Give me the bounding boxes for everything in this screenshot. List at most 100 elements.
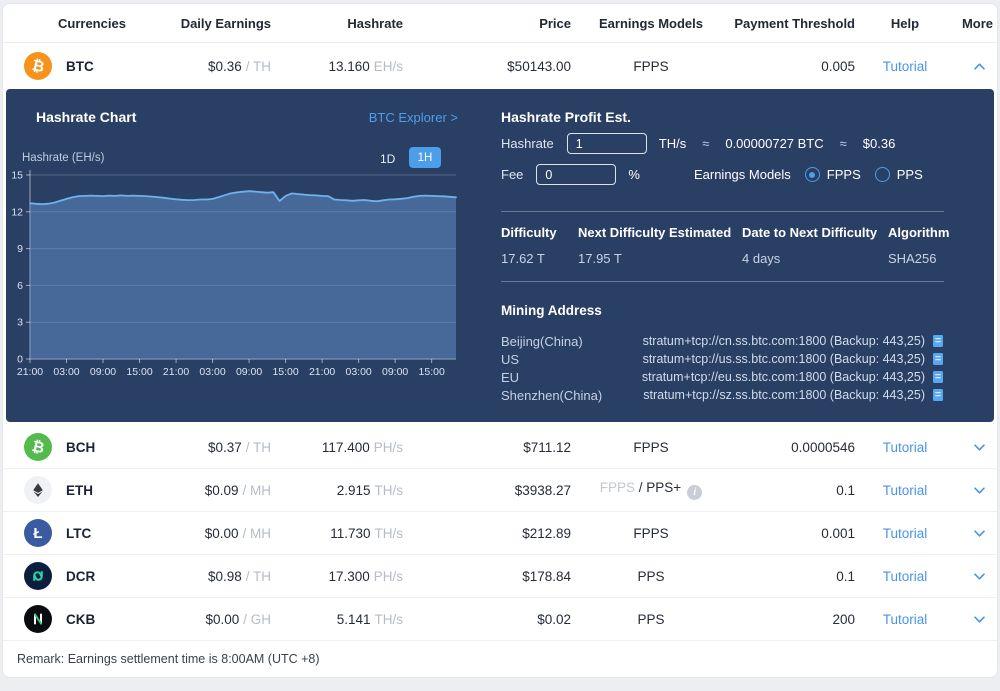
radio-fpps[interactable]: FPPS bbox=[804, 167, 861, 182]
hashrate-value: 2.915 TH/s bbox=[336, 482, 403, 498]
currency-row-bch[interactable]: ₿ BCH $0.37/ TH 117.400 PH/s $711.12 FPPS… bbox=[3, 426, 997, 469]
svg-text:9: 9 bbox=[17, 243, 23, 255]
range-1h-button[interactable]: 1H bbox=[409, 147, 441, 168]
currency-row-ckb[interactable]: CKB $0.00/ GH 5.141 TH/s $0.02 PPS 200 Tu… bbox=[3, 598, 997, 641]
region-label: Beijing(China) bbox=[501, 333, 583, 349]
col-daily-earnings: Daily Earnings bbox=[180, 15, 271, 31]
chevron-down-icon[interactable] bbox=[973, 615, 986, 624]
copy-icon[interactable] bbox=[932, 352, 944, 366]
next-difficulty-value: 17.95 T bbox=[578, 251, 622, 266]
col-help: Help bbox=[890, 15, 920, 31]
hashrate-input-label: Hashrate bbox=[501, 136, 554, 151]
profit-estimate-section: Hashrate Profit Est. Hashrate TH/s ≈ 0.0… bbox=[501, 89, 949, 422]
payment-threshold-value: 200 bbox=[832, 611, 855, 627]
table-header: Currencies Daily Earnings Hashrate Price… bbox=[3, 4, 997, 43]
mining-address-title: Mining Address bbox=[501, 303, 602, 318]
currency-symbol: ETH bbox=[66, 482, 93, 498]
divider bbox=[501, 211, 944, 212]
svg-text:09:00: 09:00 bbox=[236, 366, 262, 378]
currency-row-eth[interactable]: ETH $0.09/ MH 2.915 TH/s $3938.27 FPPS / … bbox=[3, 469, 997, 512]
fee-input[interactable] bbox=[536, 164, 617, 185]
usd-estimate-value: $0.36 bbox=[862, 136, 896, 151]
btc-estimate-value: 0.00000727 BTC bbox=[725, 136, 824, 151]
chevron-down-icon[interactable] bbox=[973, 443, 986, 452]
radio-fpps-label: FPPS bbox=[826, 167, 861, 182]
price-value: $3938.27 bbox=[514, 482, 571, 498]
currency-row-ltc[interactable]: Ł LTC $0.00/ MH 11.730 TH/s $212.89 FPPS … bbox=[3, 512, 997, 555]
daily-earnings-value: $0.00/ GH bbox=[205, 611, 271, 627]
currency-symbol: CKB bbox=[66, 611, 96, 627]
tutorial-link[interactable]: Tutorial bbox=[882, 482, 928, 498]
hashrate-value: 11.730 TH/s bbox=[330, 525, 403, 541]
currency-symbol: BTC bbox=[66, 58, 94, 74]
payment-threshold-value: 0.1 bbox=[836, 568, 855, 584]
svg-text:21:00: 21:00 bbox=[17, 366, 43, 378]
payment-threshold-value: 0.005 bbox=[821, 58, 855, 74]
decred-icon bbox=[24, 562, 52, 590]
svg-text:15:00: 15:00 bbox=[272, 366, 298, 378]
hashrate-input[interactable] bbox=[566, 133, 647, 154]
nervos-icon bbox=[24, 605, 52, 633]
payment-threshold-value: 0.001 bbox=[821, 525, 855, 541]
btc-detail-panel: Hashrate Chart BTC Explorer > Hashrate (… bbox=[6, 89, 994, 422]
currency-symbol: DCR bbox=[66, 568, 96, 584]
tutorial-link[interactable]: Tutorial bbox=[882, 611, 928, 627]
currency-symbol: LTC bbox=[66, 525, 92, 541]
chevron-up-icon[interactable] bbox=[973, 62, 986, 71]
mining-address-row: EU stratum+tcp://eu.ss.btc.com:1800 (Bac… bbox=[501, 368, 944, 386]
daily-earnings-value: $0.00/ MH bbox=[204, 525, 271, 541]
svg-text:15:00: 15:00 bbox=[419, 366, 445, 378]
earnings-model-value: FPPS bbox=[633, 525, 669, 541]
range-1d-button[interactable]: 1D bbox=[380, 152, 396, 166]
chevron-down-icon[interactable] bbox=[973, 529, 986, 538]
svg-text:03:00: 03:00 bbox=[345, 366, 371, 378]
radio-selected-icon bbox=[804, 167, 820, 182]
currency-row-btc[interactable]: ₿ BTC $0.36/ TH 13.160 EH/s $50143.00 FPP… bbox=[3, 43, 997, 89]
svg-text:09:00: 09:00 bbox=[382, 366, 408, 378]
svg-text:03:00: 03:00 bbox=[199, 366, 225, 378]
tutorial-link[interactable]: Tutorial bbox=[882, 568, 928, 584]
profit-fee-row: Fee % Earnings Models FPPS PPS bbox=[501, 164, 923, 185]
difficulty-value: 17.62 T bbox=[501, 251, 545, 266]
btc-explorer-link[interactable]: BTC Explorer > bbox=[368, 110, 458, 125]
currency-row-dcr[interactable]: DCR $0.98/ TH 17.300 PH/s $178.84 PPS 0.1… bbox=[3, 555, 997, 598]
svg-text:21:00: 21:00 bbox=[163, 366, 189, 378]
daily-earnings-value: $0.98/ TH bbox=[207, 568, 271, 584]
radio-pps-label: PPS bbox=[896, 167, 923, 182]
mining-address-row: Shenzhen(China) stratum+tcp://sz.ss.btc.… bbox=[501, 386, 944, 404]
chevron-down-icon[interactable] bbox=[973, 572, 986, 581]
payment-threshold-value: 0.0000546 bbox=[791, 439, 855, 455]
svg-text:09:00: 09:00 bbox=[90, 366, 116, 378]
hashrate-value: 117.400 PH/s bbox=[321, 439, 403, 455]
radio-unselected-icon bbox=[874, 167, 890, 182]
fee-input-label: Fee bbox=[501, 167, 524, 182]
col-hashrate: Hashrate bbox=[347, 15, 403, 31]
col-earnings-models: Earnings Models bbox=[598, 15, 704, 31]
svg-text:3: 3 bbox=[17, 317, 23, 329]
daily-earnings-value: $0.37/ TH bbox=[207, 439, 271, 455]
svg-text:21:00: 21:00 bbox=[309, 366, 335, 378]
earnings-model-value: FPPS bbox=[633, 439, 669, 455]
tutorial-link[interactable]: Tutorial bbox=[882, 58, 928, 74]
profit-title: Hashrate Profit Est. bbox=[501, 109, 631, 125]
svg-text:6: 6 bbox=[17, 280, 23, 292]
info-icon[interactable]: i bbox=[687, 485, 703, 500]
radio-pps[interactable]: PPS bbox=[874, 167, 923, 182]
daily-earnings-value: $0.36/ TH bbox=[207, 58, 271, 74]
copy-icon[interactable] bbox=[932, 370, 944, 384]
remark-text: Remark: Earnings settlement time is 8:00… bbox=[3, 641, 997, 677]
difficulty-info-grid: Difficulty Next Difficulty Estimated Dat… bbox=[501, 225, 949, 266]
svg-text:03:00: 03:00 bbox=[53, 366, 79, 378]
chevron-down-icon[interactable] bbox=[973, 486, 986, 495]
hashrate-value: 5.141 TH/s bbox=[336, 611, 403, 627]
hashrate-chart-svg: 0 3 6 9 12 15 21:00 03:00 09:00 15:00 21:00 03:00 09… bbox=[12, 170, 457, 378]
tutorial-link[interactable]: Tutorial bbox=[882, 439, 928, 455]
svg-text:15:00: 15:00 bbox=[126, 366, 152, 378]
copy-icon[interactable] bbox=[932, 388, 944, 402]
algorithm-value: SHA256 bbox=[888, 251, 937, 266]
date-next-difficulty-value: 4 days bbox=[742, 251, 781, 266]
copy-icon[interactable] bbox=[932, 334, 944, 348]
svg-text:12: 12 bbox=[12, 206, 23, 218]
daily-earnings-value: $0.09/ MH bbox=[204, 482, 271, 498]
tutorial-link[interactable]: Tutorial bbox=[882, 525, 928, 541]
